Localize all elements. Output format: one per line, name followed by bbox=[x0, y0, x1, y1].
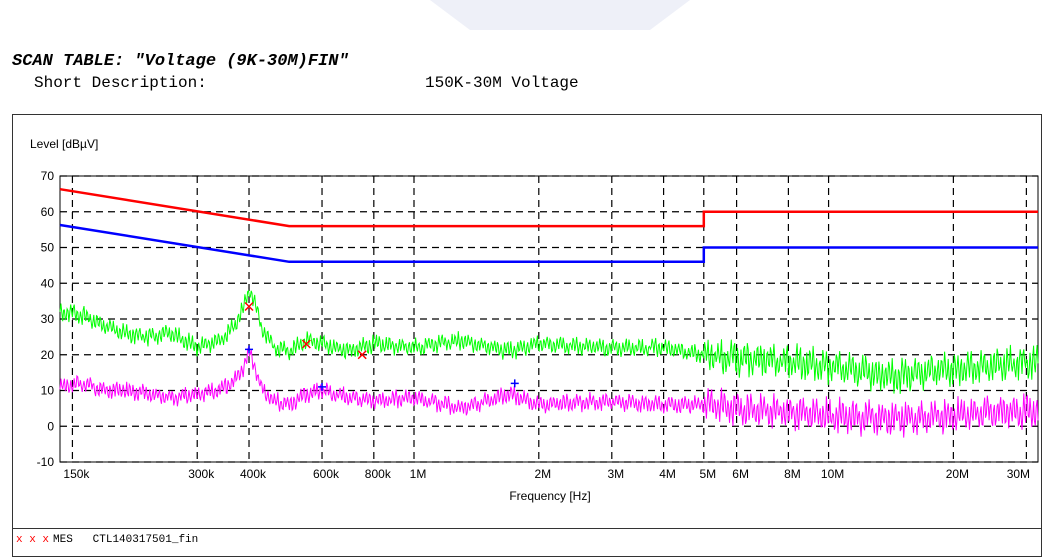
y-tick-label: 70 bbox=[41, 169, 55, 183]
x-tick-label: 5M bbox=[699, 467, 716, 481]
y-axis-label: Level [dBµV] bbox=[30, 137, 98, 151]
limit-line-quasi-peak-limit bbox=[59, 187, 1038, 228]
x-tick-label: 20M bbox=[946, 467, 969, 481]
legend-label: MES bbox=[53, 534, 73, 546]
plot-area-border bbox=[59, 175, 1039, 463]
x-tick-label: 1M bbox=[410, 467, 427, 481]
mes-marker-x bbox=[244, 301, 254, 312]
x-tick-label: 800k bbox=[365, 467, 392, 481]
x-tick-label: 4M bbox=[659, 467, 676, 481]
x-tick-label: 6M bbox=[732, 467, 749, 481]
scan-table-title: SCAN TABLE: "Voltage (9K-30M)FIN" bbox=[12, 52, 349, 71]
x-tick-label: 400k bbox=[240, 467, 267, 481]
legend-filename: CTL140317501_fin bbox=[92, 534, 199, 546]
y-tick-label: -10 bbox=[37, 455, 55, 469]
emission-chart: Level [dBµV] Frequency [Hz] 70 60 50 40 30 20… bbox=[30, 137, 1039, 503]
legend-row: x x x MES CTL140317501_fin bbox=[16, 534, 198, 546]
x-tick-label: 3M bbox=[607, 467, 624, 481]
mes-marker-x bbox=[301, 339, 311, 349]
y-tick-label: 20 bbox=[41, 348, 55, 362]
x-axis-label: Frequency [Hz] bbox=[509, 489, 590, 503]
avg-marker-plus bbox=[510, 379, 519, 388]
avg-marker-plus bbox=[318, 382, 327, 391]
watermark-logo bbox=[410, 0, 710, 30]
y-tick-label: 40 bbox=[41, 276, 55, 290]
legend-divider bbox=[12, 528, 1042, 529]
x-tick-label: 600k bbox=[313, 467, 340, 481]
limit-line-average-limit bbox=[59, 223, 1038, 264]
y-tick-label: 10 bbox=[41, 384, 55, 398]
chart-frame bbox=[12, 114, 1042, 557]
y-tick-label: 60 bbox=[41, 205, 55, 219]
measured-trace-peak-trace bbox=[59, 289, 1039, 394]
y-tick-label: 30 bbox=[41, 312, 55, 326]
x-tick-label: 8M bbox=[784, 467, 801, 481]
y-tick-label: 50 bbox=[41, 241, 55, 255]
mes-marker-icon: x x x bbox=[16, 534, 50, 546]
short-description-value: 150K-30M Voltage bbox=[425, 74, 579, 92]
short-description-label: Short Description: bbox=[34, 74, 207, 92]
x-tick-label: 30M bbox=[1007, 467, 1030, 481]
x-tick-label: 300k bbox=[188, 467, 215, 481]
x-tick-label: 10M bbox=[821, 467, 844, 481]
avg-marker-plus bbox=[245, 345, 254, 354]
mes-marker-x bbox=[357, 350, 367, 360]
measured-trace-average-trace bbox=[59, 347, 1039, 438]
x-tick-label: 150k bbox=[63, 467, 90, 481]
y-tick-label: 0 bbox=[47, 419, 54, 433]
x-tick-label: 2M bbox=[534, 467, 551, 481]
